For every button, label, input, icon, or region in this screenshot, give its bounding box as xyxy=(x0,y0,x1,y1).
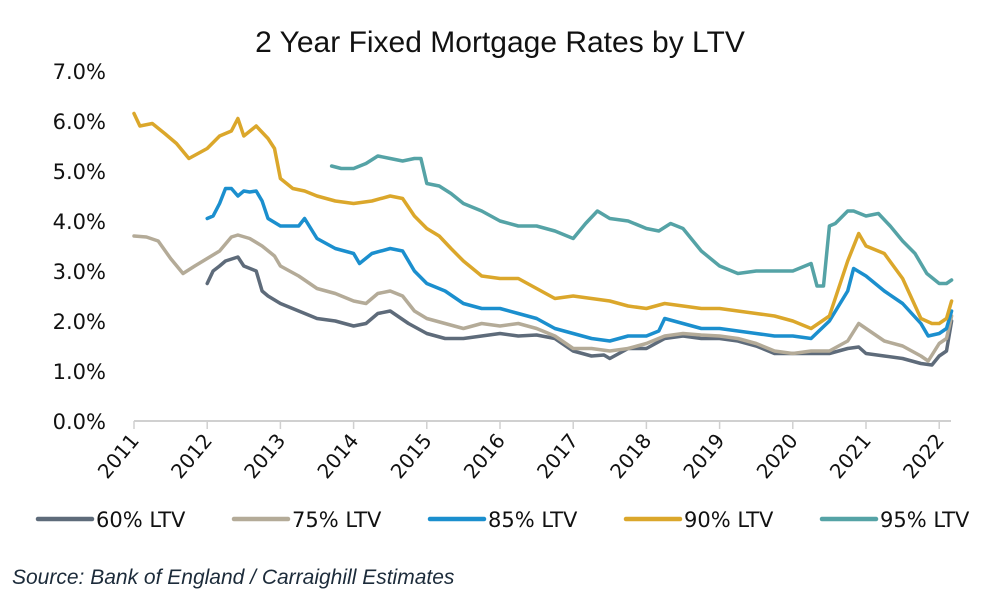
x-tick-label: 2015 xyxy=(386,429,437,483)
series-line-90-ltv xyxy=(132,111,954,331)
y-tick-label: 6.0% xyxy=(53,110,106,134)
legend-label: 90% LTV xyxy=(684,508,774,532)
y-tick-label: 2.0% xyxy=(53,310,106,334)
y-axis: 0.0% 1.0% 2.0% 3.0% 4.0% 5.0% 6.0% 7.0% xyxy=(53,60,106,434)
legend-item: 95% LTV xyxy=(819,508,970,532)
legend-label: 85% LTV xyxy=(488,508,578,532)
y-tick-label: 7.0% xyxy=(53,60,106,84)
x-tick-label: 2017 xyxy=(532,429,583,483)
y-tick-label: 4.0% xyxy=(53,210,106,234)
x-tick-label: 2016 xyxy=(459,429,510,483)
legend-label: 75% LTV xyxy=(292,508,382,532)
series-line-75-ltv xyxy=(132,233,954,363)
x-tick-label: 2020 xyxy=(752,429,803,483)
legend-item: 85% LTV xyxy=(427,508,578,532)
x-tick-label: 2012 xyxy=(166,429,217,483)
series-lines xyxy=(132,111,954,367)
y-tick-label: 1.0% xyxy=(53,360,106,384)
legend-item: 90% LTV xyxy=(623,508,774,532)
chart-title: 2 Year Fixed Mortgage Rates by LTV xyxy=(255,26,745,59)
x-tick-label: 2022 xyxy=(898,429,949,483)
y-tick-label: 5.0% xyxy=(53,160,106,184)
source-note: Source: Bank of England / Carraighill Es… xyxy=(12,566,455,589)
x-tick-label: 2021 xyxy=(825,429,876,483)
series-line-60-ltv xyxy=(205,255,954,367)
y-tick-label: 0.0% xyxy=(53,410,106,434)
legend-label: 95% LTV xyxy=(880,508,970,532)
legend-item: 75% LTV xyxy=(231,508,382,532)
series-line-95-ltv xyxy=(329,154,954,288)
x-tick-label: 2011 xyxy=(93,429,144,483)
x-tick-label: 2013 xyxy=(239,429,290,483)
y-tick-label: 3.0% xyxy=(53,260,106,284)
legend-item: 60% LTV xyxy=(35,508,186,532)
x-axis: 2011 2012 2013 2014 2015 2016 2017 2018 2019 2020… xyxy=(93,420,951,483)
x-tick-label: 2018 xyxy=(605,429,656,483)
series-line-85-ltv xyxy=(205,186,954,343)
x-tick-label: 2019 xyxy=(678,429,729,483)
legend-label: 60% LTV xyxy=(96,508,186,532)
x-tick-label: 2014 xyxy=(312,429,363,483)
legend: 60% LTV 75% LTV 85% LTV 90% LTV 95% LTV xyxy=(35,508,970,532)
